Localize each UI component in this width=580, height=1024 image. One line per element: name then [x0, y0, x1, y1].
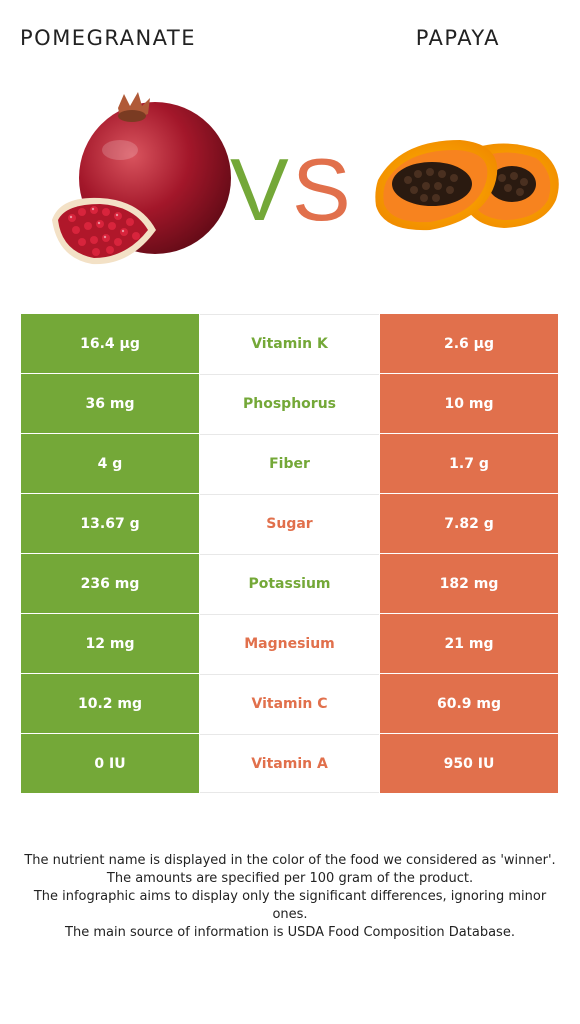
table-row: 4 g Fiber 1.7 g — [21, 434, 558, 494]
note-differences: The infographic aims to display only the… — [33, 889, 547, 922]
note-amounts: The amounts are specified per 100 gram o… — [106, 871, 474, 886]
table-row: 10.2 mg Vitamin C 60.9 mg — [21, 674, 558, 734]
papaya-value: 21 mg — [379, 614, 558, 673]
papaya-value: 7.82 g — [379, 494, 558, 553]
nutrient-name: Magnesium — [200, 614, 379, 673]
hero-illustration: V S — [0, 80, 580, 300]
pomegranate-value: 10.2 mg — [21, 674, 200, 733]
nutrient-name: Sugar — [200, 494, 379, 553]
vs-letter-s: S — [292, 140, 351, 239]
pomegranate-value: 12 mg — [21, 614, 200, 673]
table-row: 236 mg Potassium 182 mg — [21, 554, 558, 614]
footnotes: The nutrient name is displayed in the co… — [20, 852, 560, 942]
nutrient-name: Fiber — [200, 434, 379, 493]
table-row: 13.67 g Sugar 7.82 g — [21, 494, 558, 554]
papaya-title: PAPAYA — [415, 26, 500, 50]
table-row: 12 mg Magnesium 21 mg — [21, 614, 558, 674]
nutrient-name: Phosphorus — [200, 374, 379, 433]
pomegranate-value: 13.67 g — [21, 494, 200, 553]
pomegranate-value: 4 g — [21, 434, 200, 493]
table-row: 16.4 µg Vitamin K 2.6 µg — [21, 314, 558, 374]
papaya-value: 10 mg — [379, 374, 558, 433]
papaya-value: 60.9 mg — [379, 674, 558, 733]
comparison-table: 16.4 µg Vitamin K 2.6 µg 36 mg Phosphorus 10 … — [21, 314, 558, 794]
papaya-value: 182 mg — [379, 554, 558, 613]
nutrient-name: Potassium — [200, 554, 379, 613]
pomegranate-image — [52, 92, 231, 265]
papaya-image — [375, 140, 559, 231]
pomegranate-value: 36 mg — [21, 374, 200, 433]
pomegranate-value: 236 mg — [21, 554, 200, 613]
pomegranate-title: POMEGRANATE — [20, 26, 196, 50]
hero-svg: V S — [52, 92, 559, 265]
nutrient-name: Vitamin C — [200, 674, 379, 733]
papaya-value: 2.6 µg — [379, 314, 558, 373]
note-source: The main source of information is USDA F… — [65, 925, 515, 940]
vs-letter-v: V — [230, 140, 289, 239]
papaya-value: 1.7 g — [379, 434, 558, 493]
table-row: 36 mg Phosphorus 10 mg — [21, 374, 558, 434]
nutrient-name: Vitamin K — [200, 314, 379, 373]
note-winner: The nutrient name is displayed in the co… — [24, 853, 556, 868]
pomegranate-value: 16.4 µg — [21, 314, 200, 373]
papaya-value: 950 IU — [379, 734, 558, 793]
table-row: 0 IU Vitamin A 950 IU — [21, 734, 558, 794]
pomegranate-value: 0 IU — [21, 734, 200, 793]
nutrient-name: Vitamin A — [200, 734, 379, 793]
